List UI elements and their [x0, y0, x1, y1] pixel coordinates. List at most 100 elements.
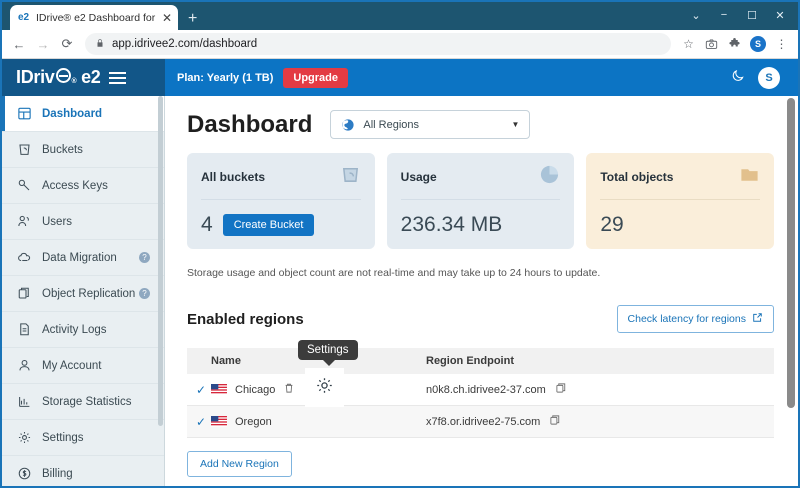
- region-name-cell: Oregon: [211, 416, 426, 428]
- bookmark-star-icon[interactable]: ☆: [683, 37, 694, 51]
- regions-header: Enabled regions Check latency for region…: [187, 305, 798, 333]
- sidebar-item-data-migration[interactable]: Data Migration ?: [2, 240, 164, 276]
- sidebar-item-object-replication[interactable]: Object Replication ?: [2, 276, 164, 312]
- browser-titlebar: e2 IDrive® e2 Dashboard for cloud ✕ + ⌄ …: [2, 2, 798, 30]
- table-header-row: Name Region Endpoint: [187, 348, 774, 374]
- help-icon[interactable]: ?: [139, 288, 150, 299]
- replication-icon: [16, 286, 32, 302]
- copy-icon[interactable]: [555, 382, 567, 397]
- document-icon: [16, 322, 32, 338]
- plan-zone: Plan: Yearly (1 TB) Upgrade: [165, 59, 731, 96]
- main-content: Dashboard All Regions ▼ All buckets: [165, 96, 798, 486]
- sidebar-item-label: Storage Statistics: [42, 395, 132, 408]
- card-all-buckets: All buckets 4 Create Bucket: [187, 153, 375, 249]
- lock-icon: [95, 38, 105, 50]
- region-name-cell: Chicago: [211, 382, 426, 397]
- copy-icon[interactable]: [549, 414, 561, 429]
- region-filter-value: All Regions: [363, 118, 419, 131]
- add-new-region-button[interactable]: Add New Region: [187, 451, 292, 477]
- sidebar-item-label: Dashboard: [42, 107, 103, 120]
- minimize-button[interactable]: −: [720, 9, 728, 21]
- card-body: 4 Create Bucket: [201, 213, 361, 237]
- new-tab-button[interactable]: +: [188, 10, 198, 27]
- card-value: 236.34 MB: [400, 213, 503, 236]
- address-bar[interactable]: app.idrivee2.com/dashboard: [85, 33, 671, 55]
- tab-close-icon[interactable]: ✕: [161, 10, 172, 25]
- idrive-e2-logo[interactable]: IDriv ® e2: [16, 67, 101, 88]
- region-endpoint: n0k8.ch.idrivee2-37.com: [426, 383, 546, 396]
- card-header: All buckets: [201, 164, 361, 200]
- sidebar-item-label: Billing: [42, 467, 73, 480]
- card-header: Total objects: [600, 164, 761, 200]
- forward-icon[interactable]: →: [36, 36, 50, 52]
- logo-registered-mark: ®: [71, 78, 77, 85]
- region-filter-dropdown[interactable]: All Regions ▼: [330, 110, 531, 139]
- region-name: Oregon: [235, 415, 272, 428]
- page-title: Dashboard: [187, 110, 313, 138]
- region-enabled-check[interactable]: ✓: [196, 382, 207, 397]
- cloud-migration-icon: [16, 250, 32, 266]
- regions-table: Name Region Endpoint ✓ Chicago: [187, 340, 774, 438]
- sidebar-item-label: Object Replication: [42, 287, 136, 300]
- sidebar-item-buckets[interactable]: Buckets: [2, 132, 164, 168]
- sidebar-item-settings[interactable]: Settings: [2, 420, 164, 456]
- main-scrollbar[interactable]: [787, 98, 795, 408]
- tab-favicon: e2: [17, 12, 30, 23]
- plan-label: Plan: Yearly (1 TB): [177, 71, 274, 84]
- region-endpoint-cell: x7f8.or.idrivee2-75.com: [426, 414, 774, 429]
- extensions-puzzle-icon[interactable]: [724, 34, 745, 55]
- card-title: Total objects: [600, 170, 674, 184]
- sidebar-item-label: Users: [42, 215, 73, 228]
- logo-text-left: IDriv: [16, 67, 55, 87]
- app-logo-zone: IDriv ® e2: [2, 59, 165, 96]
- help-icon[interactable]: ?: [139, 252, 150, 263]
- reload-icon[interactable]: ⟳: [61, 36, 73, 51]
- card-value: 29: [600, 213, 624, 236]
- hamburger-menu-icon[interactable]: [101, 71, 135, 84]
- tab-search-icon[interactable]: ⌄: [691, 9, 701, 22]
- region-name: Chicago: [235, 383, 276, 396]
- window-controls: ⌄ − ☐ ✕: [682, 4, 794, 26]
- sidebar-item-billing[interactable]: Billing: [2, 456, 164, 486]
- gear-icon: [315, 376, 334, 400]
- table-row[interactable]: ✓ Oregon x7f8.or.idrivee2-75.com: [187, 406, 774, 438]
- table-row[interactable]: ✓ Chicago n0k8.ch.idrivee2-37.com: [187, 374, 774, 406]
- region-settings-button[interactable]: [305, 368, 344, 407]
- app-header: IDriv ® e2 Plan: Yearly (1 TB) Upgrade S: [2, 59, 798, 96]
- sidebar-item-my-account[interactable]: My Account: [2, 348, 164, 384]
- close-window-button[interactable]: ✕: [775, 9, 785, 22]
- folder-icon: [739, 164, 760, 190]
- trash-icon[interactable]: [283, 382, 295, 397]
- upgrade-button[interactable]: Upgrade: [283, 67, 349, 88]
- sidebar-item-access-keys[interactable]: Access Keys: [2, 168, 164, 204]
- column-header-endpoint: Region Endpoint: [426, 355, 514, 367]
- browser-profile-avatar[interactable]: S: [750, 36, 766, 52]
- region-enabled-check[interactable]: ✓: [196, 414, 207, 429]
- sidebar-item-label: Data Migration: [42, 251, 117, 264]
- sidebar-scrollbar[interactable]: [158, 96, 163, 426]
- card-body: 29: [600, 213, 760, 237]
- card-value: 4: [201, 213, 213, 236]
- dark-mode-moon-icon[interactable]: [731, 68, 746, 87]
- key-icon: [16, 178, 32, 194]
- check-latency-button[interactable]: Check latency for regions: [616, 305, 774, 333]
- maximize-button[interactable]: ☐: [747, 9, 757, 22]
- sidebar-item-label: Activity Logs: [42, 323, 107, 336]
- dollar-icon: [16, 466, 32, 482]
- create-bucket-button[interactable]: Create Bucket: [222, 214, 315, 236]
- sidebar-item-storage-statistics[interactable]: Storage Statistics: [2, 384, 164, 420]
- camera-icon[interactable]: [701, 34, 722, 55]
- browser-toolbar: ← → ⟳ app.idrivee2.com/dashboard ☆ S ⋮: [2, 30, 798, 59]
- dashboard-icon: [16, 106, 32, 122]
- back-icon[interactable]: ←: [12, 36, 26, 52]
- bar-chart-icon: [16, 394, 32, 410]
- sidebar-item-activity-logs[interactable]: Activity Logs: [2, 312, 164, 348]
- sidebar-item-dashboard[interactable]: Dashboard: [2, 96, 164, 132]
- browser-tab[interactable]: e2 IDrive® e2 Dashboard for cloud ✕: [10, 5, 178, 30]
- browser-menu-icon[interactable]: ⋮: [775, 37, 788, 51]
- sidebar-item-users[interactable]: Users: [2, 204, 164, 240]
- sidebar-item-label: Access Keys: [42, 179, 108, 192]
- user-avatar[interactable]: S: [758, 66, 780, 89]
- logo-e-icon: [55, 68, 71, 83]
